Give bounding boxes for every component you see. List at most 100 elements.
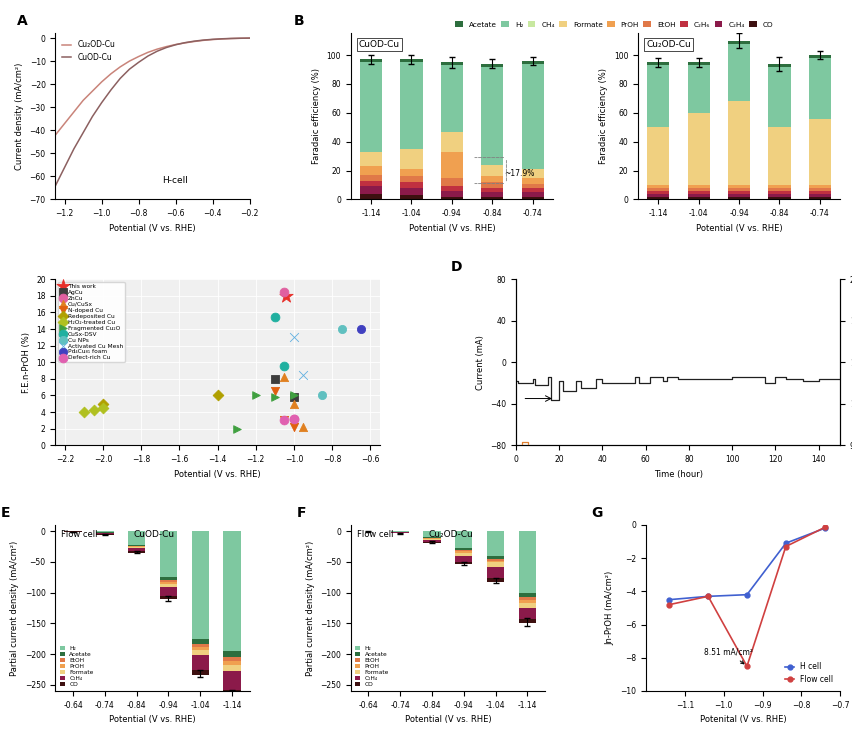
Y-axis label: Partial current density (mA/cm²): Partial current density (mA/cm²) — [10, 540, 20, 675]
CuOD-Cu — [216, 34, 227, 43]
Bar — [400, 195, 422, 199]
Point — [590, 107, 604, 119]
Line: Flow cell: Flow cell — [666, 525, 826, 669]
Bar — [423, 539, 440, 540]
Cu₂OD-Cu — [152, 45, 162, 53]
Bar — [223, 657, 240, 661]
Line: H cell: H cell — [666, 526, 826, 602]
Cu₂OD-Cu — [106, 69, 116, 78]
Bar — [96, 531, 113, 532]
Bar — [440, 65, 463, 132]
Cu/CuSx — [287, 398, 301, 409]
Fragmented Cu₂O — [268, 391, 281, 403]
Bar — [518, 608, 536, 619]
Bar — [454, 553, 472, 556]
Bar — [727, 101, 749, 185]
Bar — [400, 169, 422, 176]
X-axis label: Potential (V vs. RHE): Potential (V vs. RHE) — [404, 716, 491, 724]
H₂O₂-treated Cu — [78, 406, 91, 418]
Y-axis label: Faradaic efficiency (%): Faradaic efficiency (%) — [598, 68, 607, 164]
Bar — [454, 551, 472, 553]
Bar — [486, 568, 504, 579]
Bar — [727, 185, 749, 188]
Bar — [454, 531, 472, 548]
Bar — [518, 600, 536, 603]
Point — [746, 94, 760, 106]
Bar — [192, 643, 209, 646]
Bar — [647, 127, 669, 185]
Bar — [423, 540, 440, 542]
H cell — [702, 592, 712, 601]
Bar — [96, 533, 113, 534]
CuOD-Cu — [207, 35, 217, 44]
Bar — [481, 64, 503, 67]
Point — [627, 121, 641, 133]
Legend: This work, AgCu, ZnCu, Cu/CuSx, N-doped Cu, Redeposited Cu, H₂O₂-treated Cu, Fra: This work, AgCu, ZnCu, Cu/CuSx, N-doped … — [58, 282, 124, 362]
Cu NPs — [334, 323, 348, 335]
Bar — [400, 188, 422, 195]
Pd₄Cu₈₁ foam — [354, 323, 367, 335]
CuOD-Cu — [245, 33, 255, 42]
CuSx-DSV — [268, 311, 281, 322]
CuOD-Cu — [124, 65, 135, 74]
Bar — [192, 650, 209, 655]
Point — [796, 190, 809, 202]
Bar — [223, 672, 240, 690]
Bar — [647, 197, 669, 199]
This work — [279, 290, 293, 302]
Bar — [223, 531, 240, 651]
Bar — [727, 44, 749, 101]
Bar — [727, 191, 749, 194]
Bar — [223, 661, 240, 665]
Bar — [192, 670, 209, 675]
Bar — [481, 67, 503, 165]
Y-axis label: Partial current density (mA/cm²): Partial current density (mA/cm²) — [305, 540, 314, 675]
Legend: H₂, Acetate, EtOH, PrOH, Formate, C₂H₄, CO: H₂, Acetate, EtOH, PrOH, Formate, C₂H₄, … — [58, 645, 95, 688]
H₂O₂-treated Cu — [87, 404, 101, 416]
Fragmented Cu₂O — [229, 423, 243, 435]
Cu₂OD-Cu — [207, 35, 217, 44]
Fragmented Cu₂O — [249, 389, 262, 401]
Point — [558, 52, 572, 64]
Bar — [808, 55, 830, 58]
Defect-rich Cu — [277, 415, 291, 426]
Text: A: A — [16, 14, 27, 28]
CuOD-Cu — [170, 40, 181, 49]
Bar — [808, 188, 830, 191]
Cu₂OD-Cu — [115, 62, 125, 71]
Bar — [454, 556, 472, 562]
Fragmented Cu₂O — [287, 389, 301, 401]
Cu₂OD-Cu — [134, 52, 144, 61]
N-doped Cu — [287, 421, 301, 433]
Bar — [486, 559, 504, 561]
Flow cell — [664, 600, 674, 609]
CuOD-Cu — [180, 38, 190, 47]
Text: Flow cell: Flow cell — [356, 530, 393, 539]
Bar — [647, 194, 669, 197]
Point — [513, 218, 527, 230]
Bar — [400, 59, 422, 62]
Bar — [521, 197, 543, 199]
Bar — [223, 665, 240, 672]
Bar — [521, 192, 543, 197]
Bar — [521, 61, 543, 64]
CuOD-Cu — [161, 43, 171, 52]
Bar — [400, 182, 422, 188]
Legend: H₂, Acetate, EtOH, PrOH, Formate, C₂H₄, CO: H₂, Acetate, EtOH, PrOH, Formate, C₂H₄, … — [354, 645, 389, 688]
Bar — [687, 62, 709, 65]
Point — [659, 94, 673, 106]
H cell — [780, 539, 790, 548]
Bar — [486, 561, 504, 562]
Bar — [128, 551, 145, 553]
Text: Cu₂OD-Cu: Cu₂OD-Cu — [428, 530, 473, 539]
Flow cell — [741, 662, 751, 671]
Bar — [481, 197, 503, 199]
Cu₂OD-Cu — [60, 119, 70, 128]
Bar — [518, 619, 536, 623]
Bar — [486, 579, 504, 582]
Bar — [159, 580, 177, 582]
Cu/CuSx — [277, 372, 291, 383]
Point — [534, 38, 548, 50]
CuOD-Cu — [50, 181, 60, 190]
Text: 8.51 mA/cm²: 8.51 mA/cm² — [704, 647, 752, 663]
